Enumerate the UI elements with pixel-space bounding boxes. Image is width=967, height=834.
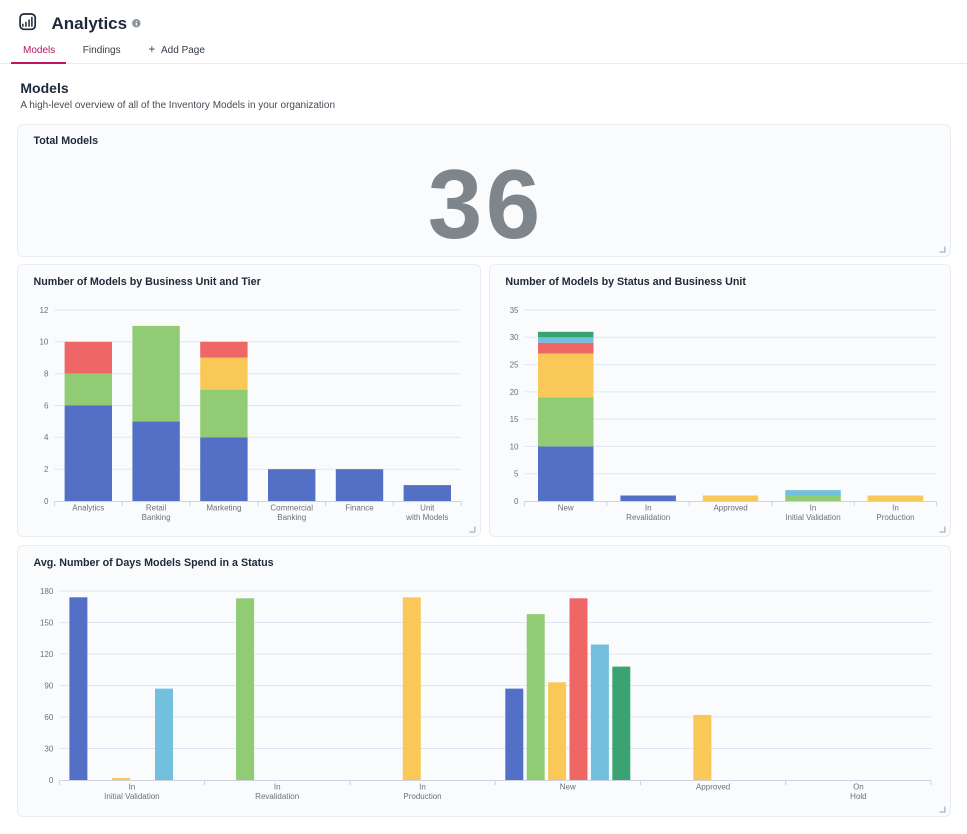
svg-text:Revalidation: Revalidation (255, 792, 299, 801)
svg-text:120: 120 (40, 650, 54, 659)
svg-text:10: 10 (39, 338, 48, 347)
svg-text:Production: Production (403, 792, 441, 801)
svg-text:Revalidation: Revalidation (626, 513, 670, 522)
svg-text:Finance: Finance (345, 504, 374, 513)
svg-text:Analytics: Analytics (72, 504, 104, 513)
svg-text:5: 5 (514, 470, 519, 479)
svg-text:Unit: Unit (420, 504, 435, 513)
svg-text:6: 6 (44, 401, 49, 410)
svg-text:60: 60 (44, 713, 53, 722)
svg-text:In: In (274, 783, 281, 792)
svg-text:New: New (558, 504, 574, 513)
svg-text:4: 4 (44, 433, 49, 442)
svg-text:New: New (560, 783, 576, 792)
svg-text:On: On (853, 783, 864, 792)
svg-text:Initial Validation: Initial Validation (785, 513, 840, 522)
svg-text:0: 0 (44, 497, 49, 506)
svg-text:90: 90 (44, 681, 53, 690)
svg-text:In: In (419, 783, 426, 792)
svg-text:Marketing: Marketing (206, 504, 241, 513)
svg-text:30: 30 (44, 744, 53, 753)
svg-text:180: 180 (40, 587, 54, 596)
svg-text:12: 12 (39, 306, 48, 315)
svg-text:25: 25 (509, 361, 518, 370)
svg-text:Initial Validation: Initial Validation (104, 792, 159, 801)
svg-text:Approved: Approved (696, 783, 730, 792)
svg-text:Banking: Banking (277, 513, 306, 522)
svg-text:In: In (129, 783, 136, 792)
svg-text:Commercial: Commercial (270, 504, 313, 513)
svg-text:In: In (645, 504, 652, 513)
svg-text:30: 30 (509, 333, 518, 342)
svg-text:8: 8 (44, 370, 49, 379)
svg-text:Banking: Banking (142, 513, 171, 522)
svg-text:0: 0 (514, 497, 519, 506)
svg-text:35: 35 (509, 306, 518, 315)
svg-text:20: 20 (509, 388, 518, 397)
svg-text:Approved: Approved (713, 504, 747, 513)
svg-text:15: 15 (509, 415, 518, 424)
svg-text:In: In (892, 504, 899, 513)
svg-text:Production: Production (876, 513, 914, 522)
svg-text:2: 2 (44, 465, 49, 474)
svg-text:Retail: Retail (146, 504, 167, 513)
svg-text:with Models: with Models (405, 513, 448, 522)
svg-text:10: 10 (509, 442, 518, 451)
svg-text:In: In (810, 504, 817, 513)
svg-text:0: 0 (49, 776, 54, 785)
svg-text:150: 150 (40, 618, 54, 627)
svg-text:Hold: Hold (850, 792, 866, 801)
